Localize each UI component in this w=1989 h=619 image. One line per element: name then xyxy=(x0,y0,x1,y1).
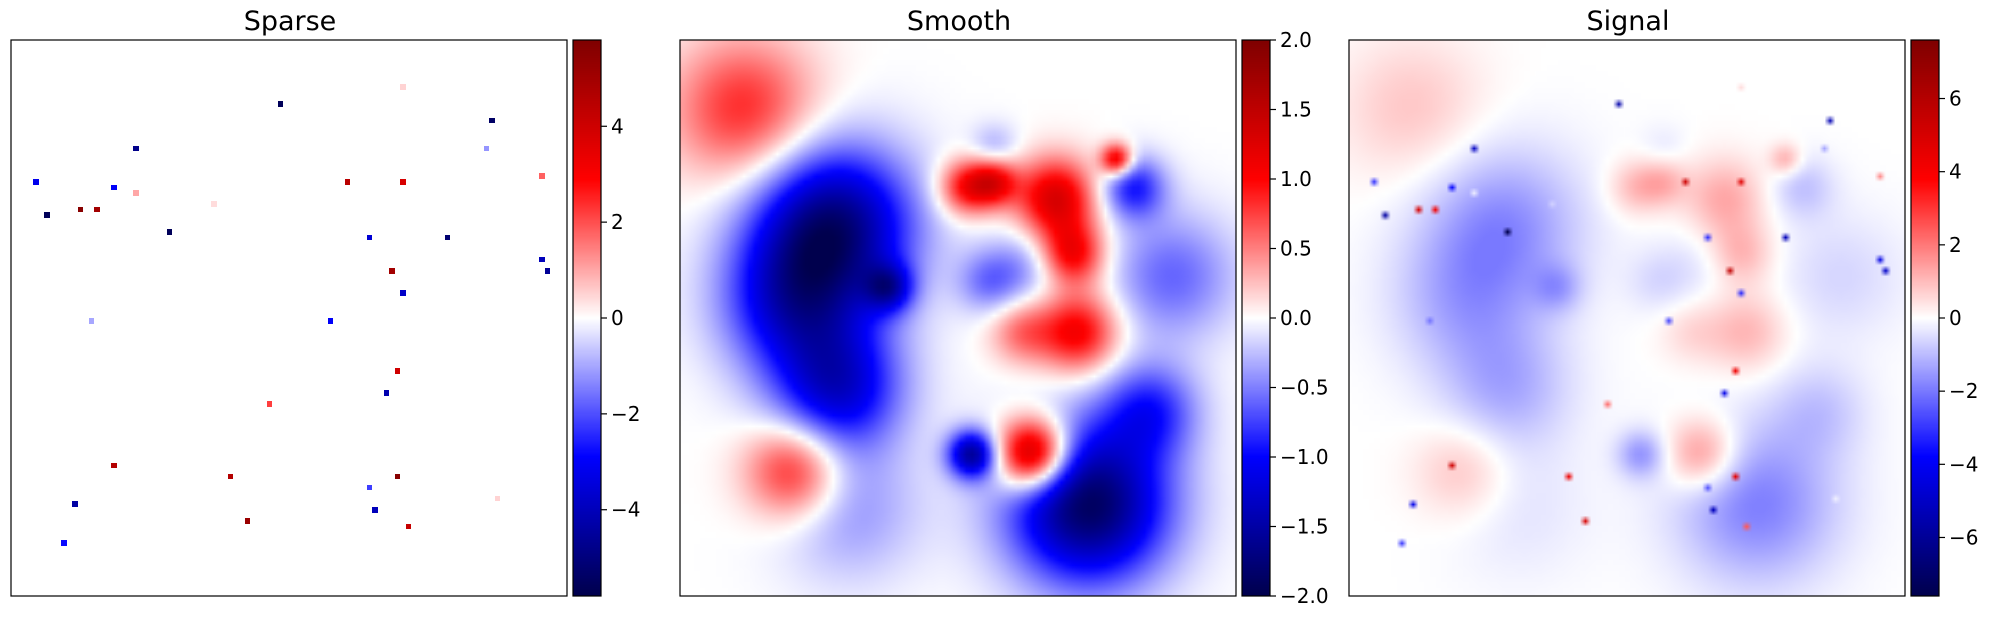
colorbar-tick-label: 1.5 xyxy=(1280,98,1312,122)
colorbar-tick-label: 0.5 xyxy=(1280,237,1312,261)
colorbar-tick-label: 4 xyxy=(611,114,624,138)
colorbar-tick-label: −1.5 xyxy=(1280,515,1329,539)
colorbar-tick-label: 0 xyxy=(611,306,624,330)
colorbar-ticks: −4 −2 0 2 4 xyxy=(601,114,640,522)
colorbar-canvas-host xyxy=(573,40,601,596)
colorbar: −2.0 −1.5 −1.0 −0.5 0.0 0.5 1.0 1.5 2.0 xyxy=(1241,28,1329,608)
colorbar-tick-label: −4 xyxy=(611,498,640,522)
plot-frame xyxy=(10,39,568,597)
colorbar-tick-label: 2 xyxy=(1949,233,1962,257)
panel-title: Smooth xyxy=(907,6,1011,37)
heatmap-canvas-host xyxy=(11,40,567,596)
colorbar-tick-label: −0.5 xyxy=(1280,376,1329,400)
colorbar-tick-label: −2 xyxy=(1949,379,1978,403)
colorbar-tick-label: 1.0 xyxy=(1280,167,1312,191)
colorbar-tick-label: 2.0 xyxy=(1280,28,1312,52)
panel-smooth: Smooth −2.0 −1.5 −1.0 −0.5 0.0 0.5 1.0 1.5 2.0 xyxy=(679,6,1329,608)
colorbar-tick-label: −2 xyxy=(611,402,640,426)
colorbar-tick-label: −6 xyxy=(1949,525,1978,549)
colorbar-tick-label: −4 xyxy=(1949,452,1978,476)
colorbar-tick-label: 0 xyxy=(1949,306,1962,330)
colorbar-tick-label: 6 xyxy=(1949,87,1962,111)
heatmap-image xyxy=(11,40,567,596)
heatmap-canvas-host xyxy=(1349,40,1905,596)
colorbar-tick-label: −1.0 xyxy=(1280,445,1329,469)
heatmap-canvas-host xyxy=(680,40,1236,596)
colorbar-ticks: −2.0 −1.5 −1.0 −0.5 0.0 0.5 1.0 1.5 2.0 xyxy=(1270,28,1329,608)
heatmap-image xyxy=(680,40,1236,596)
colorbar-tick-label: −2.0 xyxy=(1280,584,1329,608)
colorbar: −6 −4 −2 0 2 4 6 xyxy=(1910,39,1978,597)
colorbar-canvas-host xyxy=(1242,40,1270,596)
colorbar-tick-label: 2 xyxy=(611,210,624,234)
colorbar: −4 −2 0 2 4 xyxy=(572,39,640,597)
heatmap-image xyxy=(1349,40,1905,596)
colorbar-canvas-host xyxy=(1911,40,1939,596)
panel-title: Sparse xyxy=(244,6,337,37)
colorbar-tick-label: 0.0 xyxy=(1280,306,1312,330)
colorbar-ticks: −6 −4 −2 0 2 4 6 xyxy=(1939,87,1978,549)
colorbar-tick-label: 4 xyxy=(1949,160,1962,184)
panel-sparse: Sparse −4 −2 0 2 4 xyxy=(10,6,640,597)
plot-frame xyxy=(1348,39,1906,597)
panel-title: Signal xyxy=(1587,6,1670,37)
panel-signal: Signal −6 −4 −2 0 2 4 6 xyxy=(1348,6,1978,597)
plot-frame xyxy=(679,39,1237,597)
